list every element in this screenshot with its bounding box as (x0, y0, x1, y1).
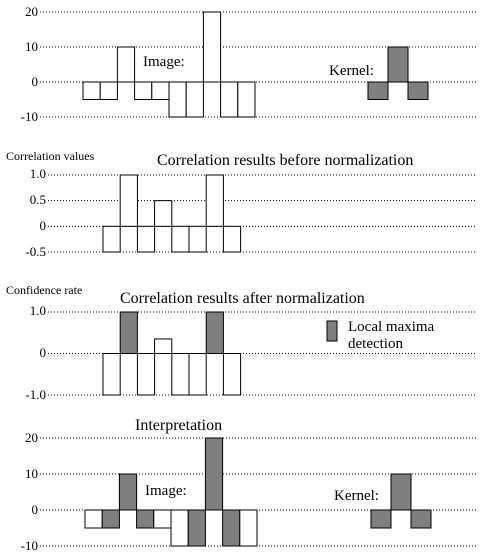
p3-bar-2 (136, 353, 156, 396)
p4-bar-4 (153, 509, 172, 529)
p4-ytick-0: 20 (25, 430, 38, 445)
panel-2: Correlation values Correlation results b… (6, 149, 413, 259)
p4-kernel-bar-2 (410, 509, 432, 529)
p2-bar-2 (136, 225, 156, 253)
p3-bar-4 (171, 353, 190, 396)
p3-legend-line-1: Local maxima (348, 319, 435, 335)
p4-ytick-1: 10 (25, 466, 38, 481)
panel-3: Confidence rate Correlation results afte… (6, 283, 435, 402)
p4-title: Interpretation (135, 417, 222, 434)
p3-legend-swatch (326, 320, 338, 342)
p1-bar-0 (82, 81, 101, 100)
p3-bar-5 (188, 353, 207, 396)
p4-ytick-2: 0 (32, 502, 39, 517)
p1-bar-3 (134, 81, 153, 100)
p1-bar-4 (151, 81, 170, 100)
p2-ytick-2: 0 (40, 218, 47, 233)
p2-title: Correlation results before normalization (157, 152, 413, 169)
p2-bar-1 (119, 174, 138, 227)
p4-bar-1 (101, 509, 120, 529)
p4-kernel-bar-1 (390, 473, 412, 511)
p2-ytick-0: 1.0 (30, 166, 46, 181)
p3-ytick-0: 1.0 (30, 303, 46, 318)
p3-bar-0 (102, 353, 121, 396)
p4-bar-9 (239, 509, 258, 547)
p1-kernel-label: Kernel: (329, 63, 374, 79)
p4-bar-0 (84, 509, 103, 529)
p2-bar-5 (188, 225, 207, 253)
p3-bar-6 (205, 311, 224, 354)
p3-ytick-1: 0 (40, 345, 47, 360)
p3-bar-3 (154, 338, 173, 355)
p2-bar-7 (222, 225, 242, 253)
p4-bar-2 (118, 473, 138, 511)
p1-ytick-3: -10 (21, 109, 38, 124)
p1-ytick-1: 10 (25, 39, 38, 54)
p3-legend-line-2: detection (348, 336, 403, 352)
p1-ytick-0: 20 (25, 4, 38, 19)
p3-title: Correlation results after normalization (120, 290, 365, 307)
p1-bar-1 (99, 81, 118, 100)
p1-kernel-bar-2 (407, 81, 429, 100)
p3-bar-7 (222, 353, 242, 396)
p4-bar-3 (136, 509, 155, 529)
p1-kernel-bar-0 (367, 81, 389, 100)
p4-bar-6 (187, 509, 206, 547)
p2-bar-4 (171, 225, 190, 253)
p1-bar-5 (168, 81, 187, 118)
p4-ytick-3: -10 (21, 538, 38, 553)
p1-ytick-2: 0 (32, 74, 39, 89)
chart-marks (40, 11, 476, 547)
p1-image-label: Image: (143, 54, 185, 70)
p2-ytick-1: 0.5 (30, 192, 46, 207)
p3-ylabel: Confidence rate (6, 283, 82, 297)
p4-bar-5 (170, 509, 189, 547)
panel-1: 20 10 0 -10 Image: Kernel: (21, 4, 374, 124)
p2-ytick-3: -0.5 (25, 244, 46, 259)
p3-bar-1 (119, 311, 138, 354)
p2-bar-3 (154, 200, 173, 227)
p4-image-label: Image: (145, 483, 187, 499)
p3-ytick-2: -1.0 (25, 387, 46, 402)
p4-kernel-label: Kernel: (334, 488, 379, 504)
p2-bar-0 (102, 225, 121, 253)
p4-bar-7 (204, 437, 224, 511)
p1-bar-6 (185, 81, 204, 118)
panel-4: Interpretation 20 10 0 -10 Image: Kernel… (21, 417, 379, 553)
p1-bar-8 (220, 81, 239, 118)
p1-bar-7 (202, 11, 222, 83)
p1-bar-2 (116, 46, 136, 83)
p4-bar-8 (222, 509, 241, 547)
p2-bar-6 (205, 174, 224, 227)
p2-ylabel: Correlation values (6, 149, 95, 163)
p4-kernel-bar-0 (370, 509, 392, 529)
p1-kernel-bar-1 (387, 46, 409, 83)
p1-bar-9 (237, 81, 256, 118)
